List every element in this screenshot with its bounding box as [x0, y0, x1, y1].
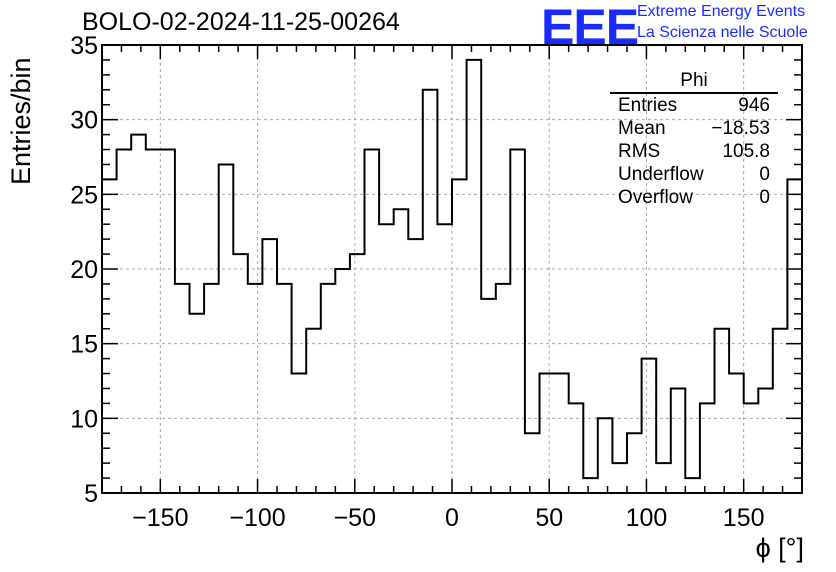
stats-row-rms: RMS 105.8	[610, 140, 778, 163]
y-axis-label: Entries/bin	[6, 57, 36, 185]
stats-value: 0	[759, 164, 770, 185]
stats-title: Phi	[610, 70, 778, 94]
stats-value: 105.8	[722, 141, 770, 162]
logo-tagline-1: Extreme Energy Events	[637, 3, 806, 20]
stats-row-entries: Entries 946	[610, 94, 778, 117]
x-axis-label: ϕ [°]	[755, 533, 804, 563]
axis-ticks	[101, 44, 803, 494]
x-tick-label: 150	[723, 504, 765, 532]
stats-row-mean: Mean −18.53	[610, 117, 778, 140]
stats-value: 0	[759, 187, 770, 208]
y-tick-label: 25	[70, 181, 98, 209]
y-tick-label: 15	[70, 331, 98, 359]
stats-key: Underflow	[618, 164, 704, 185]
y-tick-label: 20	[70, 256, 98, 284]
stats-key: RMS	[618, 141, 661, 162]
chart-title: BOLO-02-2024-11-25-00264	[82, 8, 400, 36]
y-tick-label: 5	[84, 480, 98, 508]
stats-key: Overflow	[618, 187, 693, 208]
x-tick-label: 100	[626, 504, 668, 532]
x-tick-label: −50	[334, 504, 376, 532]
stats-value: 946	[738, 95, 770, 116]
x-tick-label: 0	[445, 504, 459, 532]
y-tick-label: 10	[70, 405, 98, 433]
x-tick-label: 50	[535, 504, 563, 532]
stats-box: Phi Entries 946 Mean −18.53 RMS 105.8 Un…	[610, 70, 778, 209]
stats-key: Entries	[618, 95, 678, 116]
eee-logo: EEE	[541, 0, 639, 55]
stats-key: Mean	[618, 118, 666, 139]
y-tick-label: 35	[70, 32, 98, 60]
x-tick-label: −150	[132, 504, 188, 532]
logo-tagline-2: La Scienza nelle Scuole	[637, 24, 808, 41]
tick-labels: −150 −100 −50 0 50 100 150 5 10 15 20 25 30 35	[70, 32, 764, 532]
stats-row-underflow: Underflow 0	[610, 163, 778, 186]
y-tick-label: 30	[70, 107, 98, 135]
stats-value: −18.53	[711, 118, 770, 139]
histogram-outline	[102, 58, 802, 480]
x-tick-label: −100	[229, 504, 285, 532]
stats-row-overflow: Overflow 0	[610, 186, 778, 209]
